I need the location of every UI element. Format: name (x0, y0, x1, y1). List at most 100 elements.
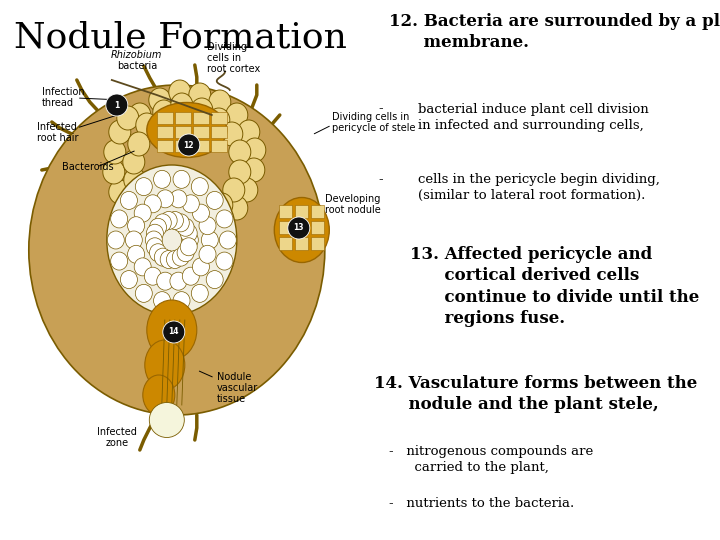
Ellipse shape (117, 106, 139, 130)
Bar (294, 237, 307, 250)
Ellipse shape (150, 244, 166, 262)
Ellipse shape (149, 402, 184, 437)
Text: -   nitrogenous compounds are
      carried to the plant,: - nitrogenous compounds are carried to t… (389, 446, 593, 475)
Text: thread: thread (42, 98, 73, 108)
Text: 12: 12 (184, 140, 194, 150)
Text: -   nutrients to the bacteria.: - nutrients to the bacteria. (389, 497, 574, 510)
Ellipse shape (135, 285, 153, 302)
Ellipse shape (189, 83, 211, 107)
Bar (157, 140, 173, 152)
Ellipse shape (229, 140, 251, 164)
Ellipse shape (127, 132, 150, 156)
Ellipse shape (170, 190, 187, 208)
Ellipse shape (216, 252, 233, 270)
Bar (211, 140, 227, 152)
Bar (279, 221, 292, 234)
Text: 13: 13 (294, 224, 304, 233)
Ellipse shape (134, 204, 151, 222)
Ellipse shape (226, 103, 248, 127)
Ellipse shape (123, 150, 145, 174)
Ellipse shape (209, 90, 231, 114)
Ellipse shape (166, 212, 184, 230)
Ellipse shape (221, 122, 243, 146)
Ellipse shape (134, 213, 156, 237)
Text: root nodule: root nodule (325, 205, 381, 215)
Ellipse shape (145, 231, 162, 249)
Text: Bacteroids: Bacteroids (62, 162, 114, 172)
Ellipse shape (145, 340, 185, 390)
Ellipse shape (154, 248, 171, 266)
Ellipse shape (125, 231, 143, 249)
Ellipse shape (199, 245, 216, 264)
Ellipse shape (229, 160, 251, 184)
Bar (279, 205, 292, 218)
Ellipse shape (180, 238, 197, 256)
Ellipse shape (149, 88, 171, 112)
Text: root hair: root hair (37, 133, 78, 143)
Ellipse shape (154, 214, 171, 232)
Text: Infection: Infection (42, 87, 84, 97)
Ellipse shape (144, 267, 161, 285)
Bar (311, 221, 324, 234)
Ellipse shape (173, 170, 190, 188)
Ellipse shape (129, 103, 150, 127)
Text: cells in: cells in (207, 53, 241, 63)
Ellipse shape (236, 178, 258, 202)
Text: Nodule Formation: Nodule Formation (14, 20, 347, 54)
Text: Developing: Developing (325, 194, 380, 204)
Ellipse shape (181, 231, 198, 249)
Ellipse shape (153, 100, 175, 124)
Ellipse shape (170, 272, 187, 290)
Text: tissue: tissue (217, 394, 246, 404)
Ellipse shape (182, 267, 199, 285)
Text: Infected: Infected (37, 122, 76, 132)
Ellipse shape (107, 231, 125, 249)
Bar (193, 126, 209, 138)
Text: 1: 1 (114, 100, 120, 110)
Ellipse shape (177, 244, 194, 262)
Ellipse shape (120, 271, 138, 288)
Text: -: - (378, 103, 382, 116)
Text: root cortex: root cortex (207, 64, 260, 74)
Ellipse shape (206, 191, 223, 210)
Ellipse shape (243, 158, 265, 182)
Ellipse shape (160, 251, 177, 268)
Ellipse shape (238, 120, 260, 144)
Ellipse shape (177, 218, 194, 237)
Text: Dividing: Dividing (207, 42, 247, 52)
Ellipse shape (104, 140, 126, 164)
Ellipse shape (119, 198, 141, 222)
Ellipse shape (147, 300, 197, 360)
Text: -: - (378, 173, 382, 186)
Circle shape (178, 134, 199, 156)
Bar (175, 140, 191, 152)
Ellipse shape (146, 224, 163, 242)
Text: 12. Bacteria are surrounded by a plant
      membrane.: 12. Bacteria are surrounded by a plant m… (389, 14, 720, 51)
Ellipse shape (222, 178, 245, 202)
Text: bacteria: bacteria (117, 61, 157, 71)
Ellipse shape (168, 80, 191, 104)
Ellipse shape (192, 204, 210, 222)
Bar (193, 112, 209, 124)
Text: Dividing cells in: Dividing cells in (332, 112, 409, 122)
Ellipse shape (159, 206, 181, 230)
Ellipse shape (153, 170, 171, 188)
Ellipse shape (147, 103, 227, 158)
Ellipse shape (192, 285, 208, 302)
Ellipse shape (182, 195, 199, 213)
Bar (311, 237, 324, 250)
Ellipse shape (153, 292, 171, 309)
Circle shape (163, 321, 185, 343)
Ellipse shape (136, 113, 158, 137)
Bar (193, 140, 209, 152)
Circle shape (288, 217, 310, 239)
Bar (294, 221, 307, 234)
Ellipse shape (111, 210, 127, 228)
Bar (211, 126, 227, 138)
Ellipse shape (157, 190, 174, 208)
Ellipse shape (177, 208, 199, 232)
Ellipse shape (216, 210, 233, 228)
Ellipse shape (208, 108, 230, 132)
Bar (175, 126, 191, 138)
Ellipse shape (206, 271, 223, 288)
